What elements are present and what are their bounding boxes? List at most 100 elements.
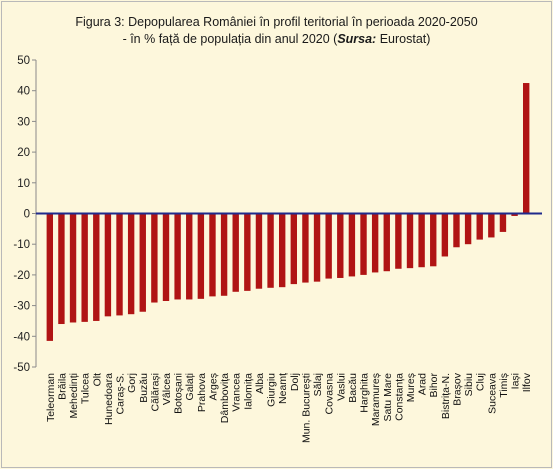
title-source-value: Eurostat)	[376, 32, 431, 46]
bar-7	[127, 213, 135, 315]
bar-25	[337, 213, 344, 278]
y-tick-label-9: -40	[13, 331, 30, 343]
bar-19	[267, 213, 274, 288]
category-label-13: Prahova	[196, 373, 208, 412]
category-label-9: Călărași	[149, 373, 161, 412]
bar-20	[278, 213, 286, 288]
y-tick-label-1: 40	[17, 86, 30, 98]
bar-26	[348, 213, 356, 277]
bar-14	[209, 213, 216, 297]
category-label-34: Bistrița-N.	[440, 373, 452, 419]
category-label-4: Olt	[91, 373, 103, 387]
category-label-1: Brăila	[56, 373, 68, 400]
bar-24	[325, 213, 332, 279]
bar-2	[69, 213, 77, 323]
category-label-11: Botoșani	[173, 373, 185, 414]
bar-23	[313, 213, 321, 282]
bar-6	[116, 213, 123, 316]
bar-35	[453, 213, 460, 248]
bar-11	[174, 213, 181, 300]
bar-10	[162, 213, 170, 301]
bar-4	[93, 213, 100, 321]
bar-36	[464, 213, 472, 245]
bar-13	[197, 213, 205, 299]
category-label-26: Bacău	[347, 373, 359, 403]
bar-18	[255, 213, 263, 289]
category-label-3: Tulcea	[80, 373, 92, 404]
category-label-37: Cluj	[475, 373, 487, 391]
bar-3	[81, 213, 88, 322]
category-label-10: Vâlcea	[161, 373, 173, 405]
category-label-17: Ialomița	[242, 373, 254, 410]
category-label-41: Ilfov	[521, 372, 533, 392]
bar-31	[406, 213, 414, 269]
category-label-40: Iași	[510, 373, 522, 389]
bar-33	[430, 213, 437, 267]
category-label-14: Argeș	[207, 373, 219, 400]
category-label-33: Bihor	[428, 373, 440, 398]
bar-16	[232, 213, 239, 292]
category-label-32: Arad	[417, 373, 429, 395]
category-label-8: Buzău	[138, 373, 150, 403]
y-tick-label-8: -30	[13, 301, 30, 313]
bar-41	[522, 83, 530, 214]
category-label-23: Sălaj	[312, 373, 324, 396]
category-label-35: Brașov	[451, 372, 463, 405]
category-label-39: Timiș	[498, 373, 510, 398]
category-label-24: Covasna	[324, 373, 336, 415]
bar-0	[46, 213, 54, 341]
title-source-label: Sursa:	[337, 32, 377, 46]
y-tick-label-2: 30	[17, 116, 30, 128]
bar-12	[186, 213, 193, 300]
bar-29	[383, 213, 390, 272]
category-label-31: Mureș	[405, 373, 417, 402]
category-label-15: Dâmbovița	[219, 373, 231, 423]
category-label-12: Galați	[184, 373, 196, 400]
y-tick-label-7: -20	[13, 270, 30, 282]
category-label-6: Caraș-S.	[115, 373, 127, 414]
category-label-7: Gorj	[126, 373, 138, 393]
bar-22	[302, 213, 309, 283]
chart-title: Figura 3: Depopularea României în profil…	[0, 14, 553, 48]
category-label-36: Sibiu	[463, 373, 475, 397]
bar-5	[104, 213, 112, 317]
bar-21	[290, 213, 298, 285]
category-label-22: Mun. București	[300, 373, 312, 443]
category-label-0: Teleorman	[45, 373, 57, 422]
bar-15	[220, 213, 228, 296]
y-tick-label-3: 20	[17, 147, 30, 159]
bar-38	[488, 213, 495, 238]
chart-title-line1: Figura 3: Depopularea României în profil…	[75, 15, 478, 29]
bar-1	[58, 213, 65, 325]
category-label-2: Mehedinți	[68, 373, 80, 419]
y-tick-label-10: -50	[13, 362, 30, 374]
chart-title-line2: - în % față de populația din anul 2020 (…	[0, 31, 553, 48]
category-label-38: Suceava	[486, 373, 498, 414]
y-tick-label-6: -10	[13, 239, 30, 251]
category-label-28: Maramureș	[370, 373, 382, 426]
category-label-18: Alba	[254, 373, 266, 394]
y-tick-label-0: 50	[17, 55, 30, 67]
category-label-20: Neamț	[277, 373, 289, 404]
category-label-21: Dolj	[289, 373, 301, 391]
category-label-5: Hunedoara	[103, 373, 115, 425]
y-tick-label-5: 0	[24, 209, 30, 221]
bar-28	[371, 213, 379, 273]
category-label-19: Giurgiu	[266, 373, 278, 407]
title-prefix: - în % față de populația din anul 2020 (	[122, 32, 338, 46]
category-label-29: Satu Mare	[382, 373, 394, 422]
bar-27	[360, 213, 367, 275]
bar-30	[395, 213, 402, 269]
bar-17	[244, 213, 251, 291]
bar-9	[151, 213, 158, 303]
category-label-25: Vaslui	[335, 373, 347, 401]
y-tick-label-4: 10	[17, 178, 30, 190]
category-label-27: Harghita	[359, 373, 371, 413]
bar-40	[511, 213, 518, 216]
category-label-16: Vrancea	[231, 373, 243, 412]
bar-37	[476, 213, 483, 240]
category-label-30: Constanța	[393, 373, 405, 421]
bar-32	[418, 213, 425, 268]
